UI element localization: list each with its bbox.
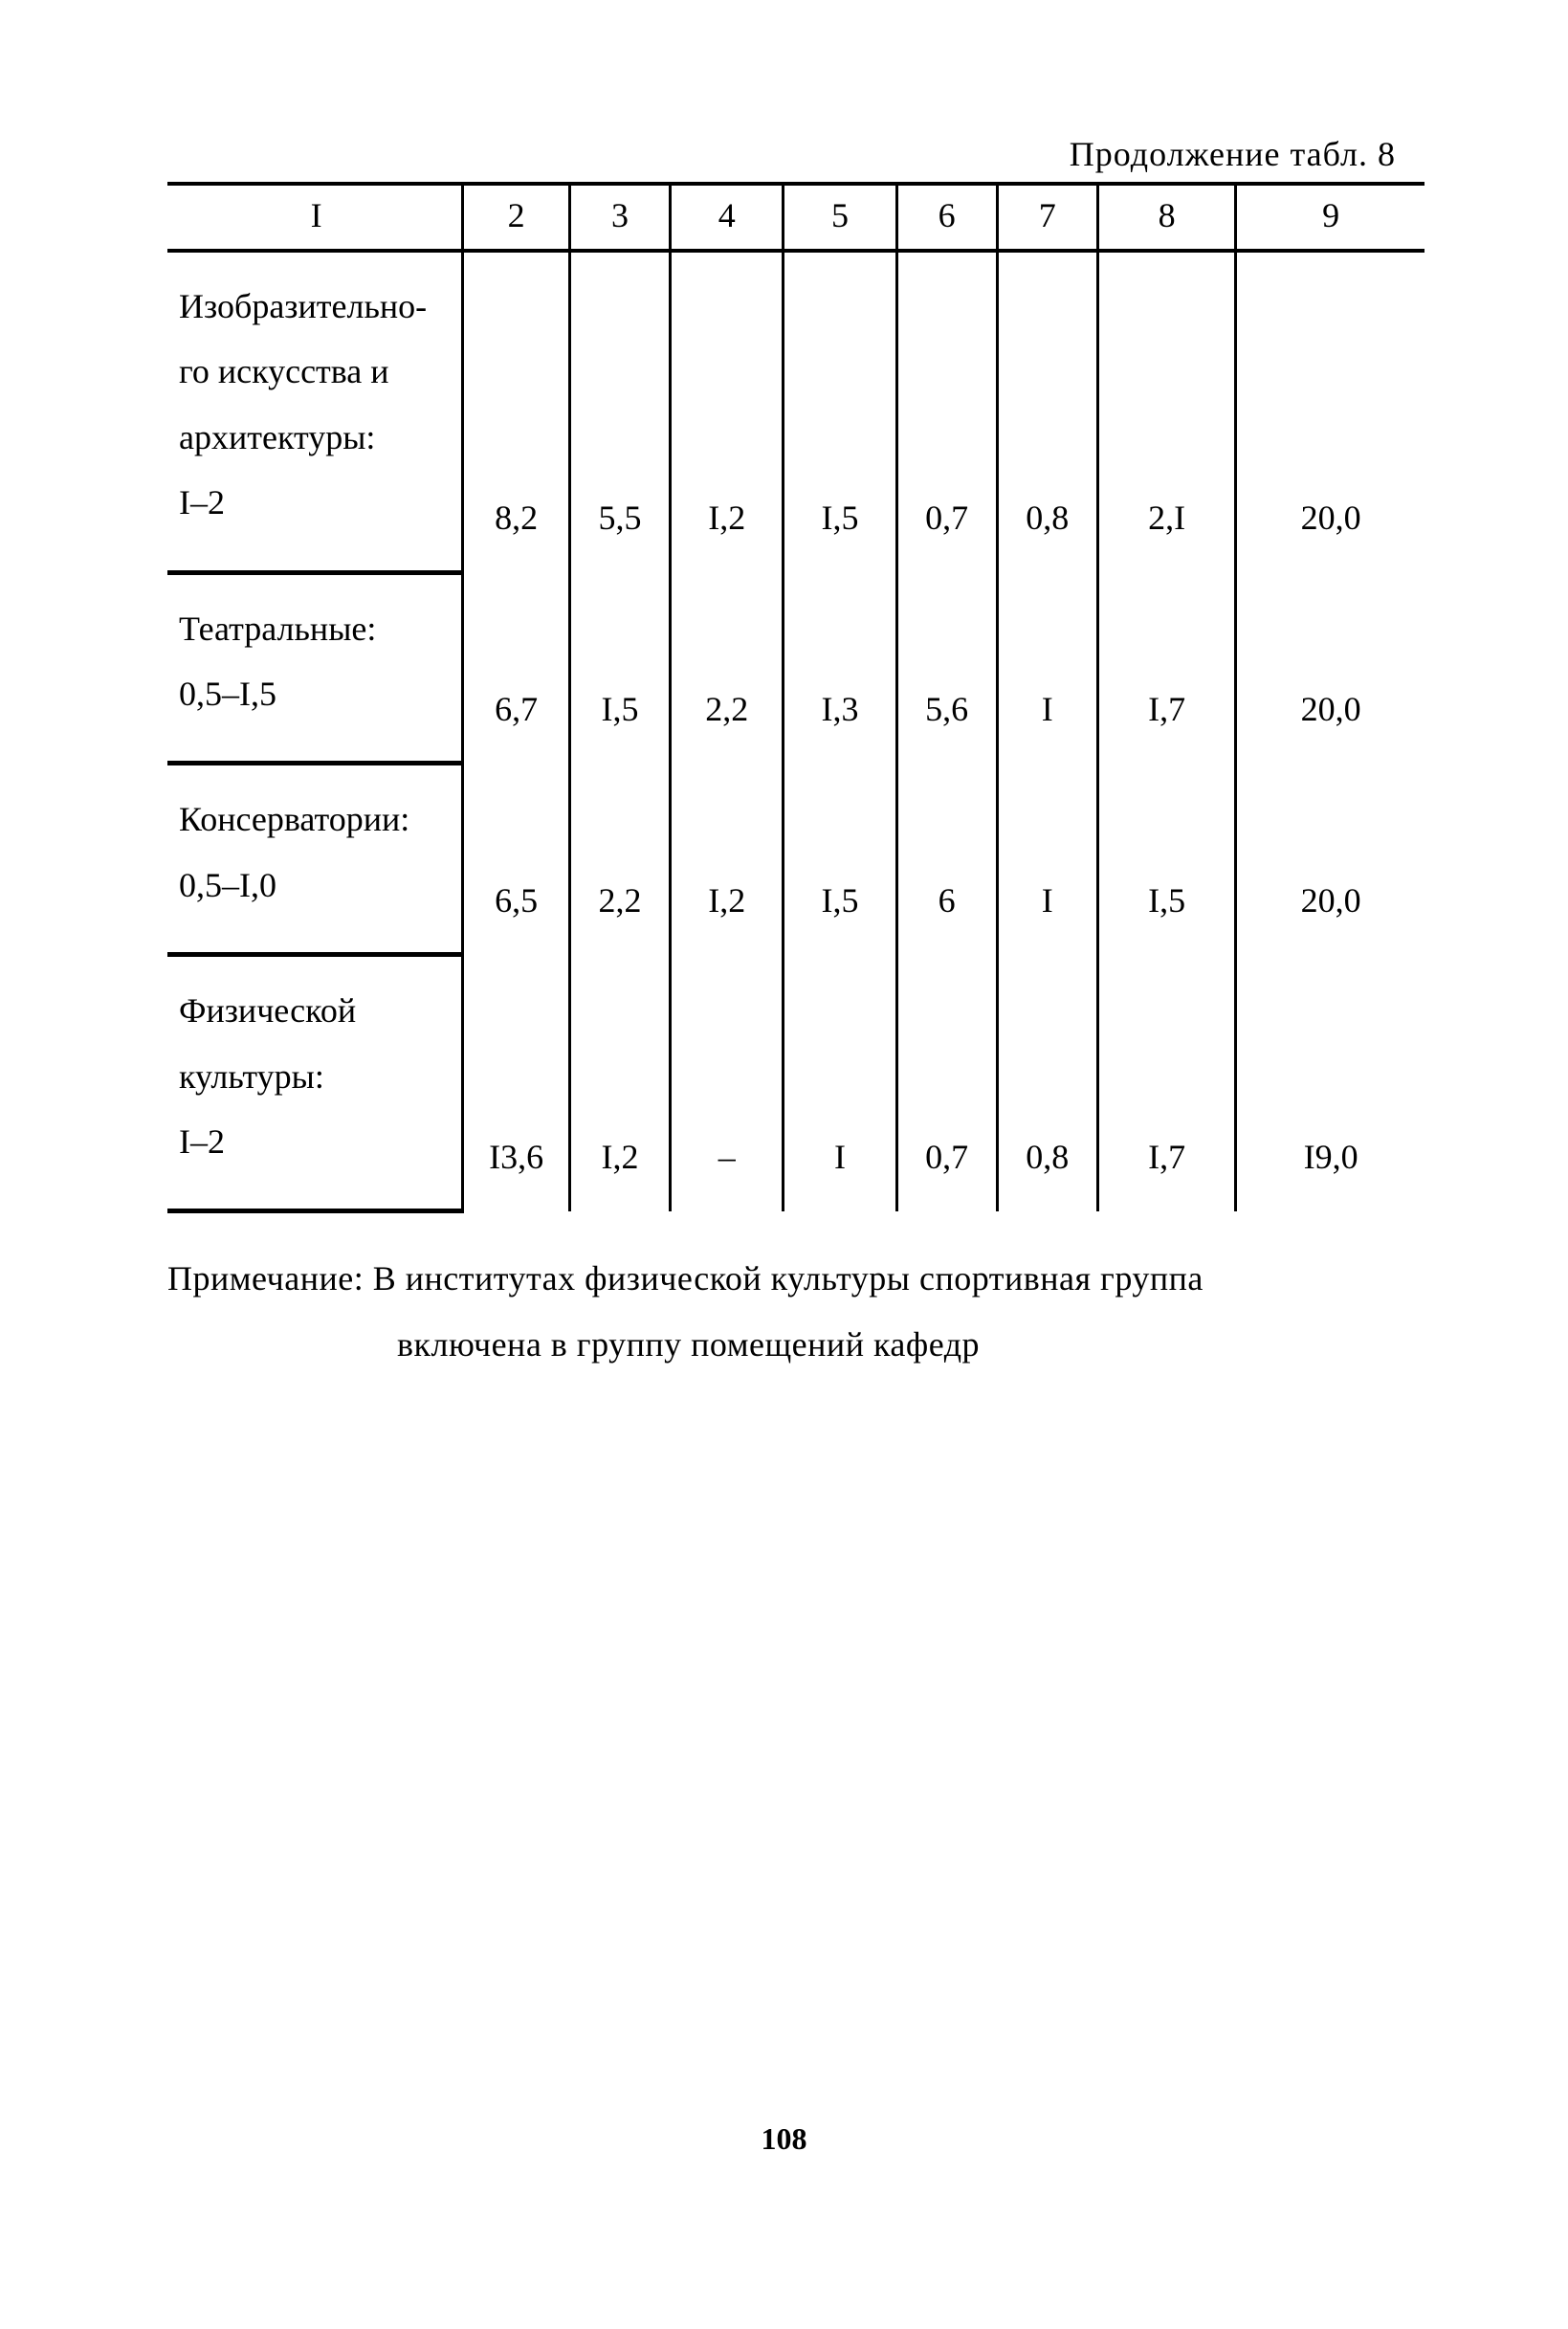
label-line: архитектуры: — [179, 405, 453, 470]
cell: 8,2 — [463, 251, 570, 572]
continuation-table-8: I 2 3 4 5 6 7 8 9 Изобразительно- го иск… — [167, 182, 1424, 1213]
page-number: 108 — [0, 2121, 1568, 2157]
col-header: 9 — [1236, 184, 1424, 251]
cell: I,5 — [784, 764, 896, 955]
col-header: 6 — [896, 184, 997, 251]
row-label: Физической культуры: I–2 — [167, 955, 463, 1211]
col-header: 5 — [784, 184, 896, 251]
label-line: 0,5–I,0 — [179, 853, 453, 918]
cell: 20,0 — [1236, 764, 1424, 955]
label-line: Консерватории: — [179, 787, 453, 852]
cell: I — [997, 764, 1097, 955]
row-label: Изобразительно- го искусства и архитекту… — [167, 251, 463, 572]
cell: 2,2 — [569, 764, 670, 955]
cell: I,7 — [1097, 955, 1236, 1211]
note-line-2: включена в группу помещений кафедр — [167, 1312, 1424, 1377]
col-header: 7 — [997, 184, 1097, 251]
row-label: Театральные: 0,5–I,5 — [167, 572, 463, 764]
label-line: I–2 — [179, 1109, 453, 1174]
cell: I,5 — [1097, 764, 1236, 955]
table-row: Театральные: 0,5–I,5 6,7 I,5 2,2 I,3 5,6… — [167, 572, 1424, 764]
cell: 2,I — [1097, 251, 1236, 572]
cell: 6 — [896, 764, 997, 955]
cell: 6,5 — [463, 764, 570, 955]
label-line: Изобразительно- — [179, 274, 453, 339]
cell: I — [784, 955, 896, 1211]
cell: I,7 — [1097, 572, 1236, 764]
cell: – — [671, 955, 784, 1211]
col-header: 8 — [1097, 184, 1236, 251]
col-header: 4 — [671, 184, 784, 251]
col-header: 2 — [463, 184, 570, 251]
label-line: культуры: — [179, 1044, 453, 1109]
label-line: Театральные: — [179, 596, 453, 661]
label-line: Физической — [179, 978, 453, 1043]
note-line-1: В институтах физической культуры спортив… — [373, 1259, 1204, 1298]
col-header: 3 — [569, 184, 670, 251]
label-line: го искусства и — [179, 339, 453, 404]
note-prefix: Примечание: — [167, 1259, 364, 1298]
table-row: Изобразительно- го искусства и архитекту… — [167, 251, 1424, 572]
cell: I3,6 — [463, 955, 570, 1211]
table-note: Примечание: В институтах физической куль… — [167, 1246, 1424, 1377]
cell: 0,8 — [997, 955, 1097, 1211]
cell: 2,2 — [671, 572, 784, 764]
col-header: I — [167, 184, 463, 251]
label-line: 0,5–I,5 — [179, 661, 453, 726]
table-caption: Продолжение табл. 8 — [167, 134, 1424, 174]
cell: 20,0 — [1236, 251, 1424, 572]
cell: I,2 — [671, 251, 784, 572]
cell: 0,7 — [896, 955, 997, 1211]
cell: I — [997, 572, 1097, 764]
cell: 0,7 — [896, 251, 997, 572]
table-header-row: I 2 3 4 5 6 7 8 9 — [167, 184, 1424, 251]
cell: I,2 — [569, 955, 670, 1211]
cell: 5,6 — [896, 572, 997, 764]
label-line: I–2 — [179, 470, 453, 535]
cell: 5,5 — [569, 251, 670, 572]
cell: I9,0 — [1236, 955, 1424, 1211]
cell: I,3 — [784, 572, 896, 764]
cell: I,5 — [784, 251, 896, 572]
row-label: Консерватории: 0,5–I,0 — [167, 764, 463, 955]
cell: I,5 — [569, 572, 670, 764]
table-row: Физической культуры: I–2 I3,6 I,2 – I 0,… — [167, 955, 1424, 1211]
table-row: Консерватории: 0,5–I,0 6,5 2,2 I,2 I,5 6… — [167, 764, 1424, 955]
cell: 0,8 — [997, 251, 1097, 572]
cell: I,2 — [671, 764, 784, 955]
cell: 20,0 — [1236, 572, 1424, 764]
cell: 6,7 — [463, 572, 570, 764]
